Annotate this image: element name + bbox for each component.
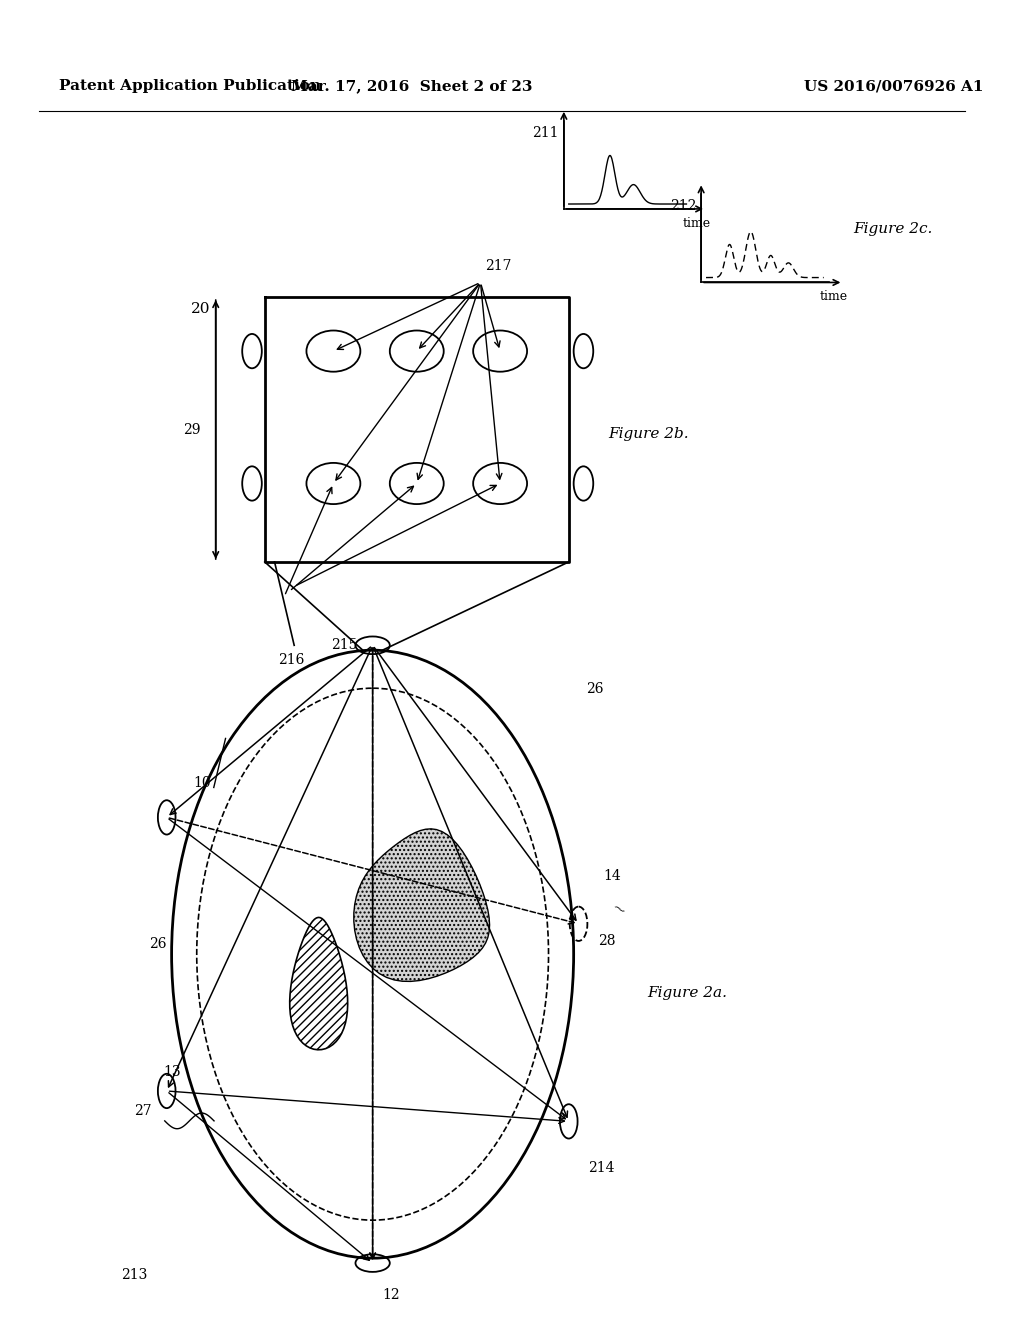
Text: 211: 211 xyxy=(532,125,559,140)
Text: 14: 14 xyxy=(603,869,621,883)
Text: 214: 214 xyxy=(589,1160,614,1175)
Text: 10: 10 xyxy=(194,776,211,789)
Text: Figure 2a.: Figure 2a. xyxy=(647,986,727,1001)
Text: 213: 213 xyxy=(121,1269,147,1282)
Text: 28: 28 xyxy=(598,933,615,948)
Text: 26: 26 xyxy=(150,937,167,952)
Text: Figure 2c.: Figure 2c. xyxy=(853,222,933,235)
Text: 26: 26 xyxy=(587,682,604,697)
Text: 212: 212 xyxy=(670,199,696,213)
Text: 20: 20 xyxy=(191,302,211,315)
Text: Mar. 17, 2016  Sheet 2 of 23: Mar. 17, 2016 Sheet 2 of 23 xyxy=(291,79,532,94)
Text: ~: ~ xyxy=(608,898,629,920)
Text: time: time xyxy=(819,290,848,304)
Text: 13: 13 xyxy=(164,1065,181,1078)
Text: 27: 27 xyxy=(134,1104,152,1118)
Text: 215: 215 xyxy=(332,639,358,652)
Text: 29: 29 xyxy=(183,422,201,437)
Text: US 2016/0076926 A1: US 2016/0076926 A1 xyxy=(804,79,984,94)
Text: Figure 2b.: Figure 2b. xyxy=(608,428,688,441)
Polygon shape xyxy=(354,829,489,981)
Text: 216: 216 xyxy=(278,653,304,667)
Text: time: time xyxy=(682,216,711,230)
Text: 12: 12 xyxy=(382,1287,400,1302)
Text: Patent Application Publication: Patent Application Publication xyxy=(58,79,321,94)
Text: 217: 217 xyxy=(485,259,512,273)
